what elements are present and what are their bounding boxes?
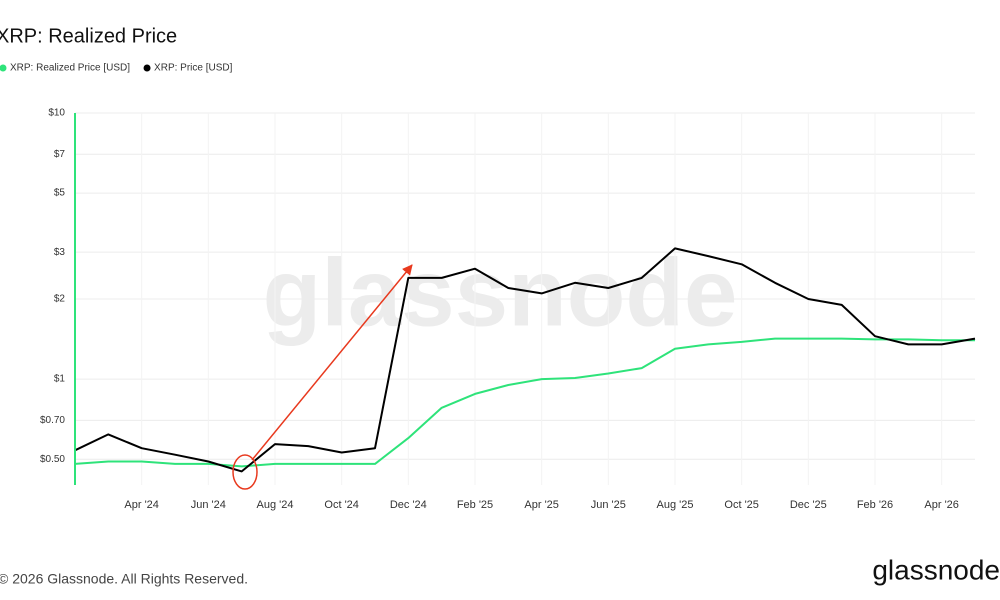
x-tick-label: Apr '25 [524, 499, 559, 511]
footer: © 2026 Glassnode. All Rights Reserved. [0, 571, 248, 587]
y-tick-label: $1 [54, 374, 66, 385]
x-tick-label: Feb '26 [857, 499, 893, 511]
y-tick-label: $0.70 [40, 415, 65, 426]
series-line [74, 337, 975, 468]
legend-marker [0, 64, 7, 72]
legend-label: XRP: Realized Price [USD] [10, 63, 130, 74]
x-tick-label: Jun '24 [191, 499, 226, 511]
series-line [74, 247, 976, 473]
x-tick-label: Dec '25 [790, 499, 827, 511]
legend-label: XRP: Price [USD] [154, 63, 233, 74]
y-tick-label: $0.50 [40, 454, 65, 465]
plot-area: $0.50 $0.70 $1 $2 $3 $5 $7 $10 Apr '24 Jun '24 Aug… [40, 108, 976, 511]
highlight-circle [232, 454, 258, 490]
y-tick-label: $7 [54, 149, 66, 160]
annotation-arrow [251, 264, 413, 461]
logo: glassnode [872, 554, 1000, 585]
x-tick-label: Feb '25 [457, 499, 493, 511]
x-tick-label: Oct '25 [724, 499, 759, 511]
y-tick-label: $10 [48, 108, 65, 119]
x-tick-label: Apr '24 [124, 499, 159, 511]
chart-title: XRP: Realized Price [0, 25, 177, 47]
x-tick-label: Apr '26 [924, 499, 959, 511]
x-tick-label: Aug '24 [257, 499, 294, 511]
legend-marker [143, 64, 151, 72]
x-tick-label: Aug '25 [657, 499, 694, 511]
x-tick-label: Oct '24 [324, 499, 359, 511]
x-tick-label: Jun '25 [591, 499, 626, 511]
y-tick-label: $2 [54, 294, 66, 305]
y-tick-label: $5 [54, 188, 66, 199]
y-tick-label: $3 [54, 247, 66, 258]
x-tick-label: Dec '24 [390, 499, 427, 511]
